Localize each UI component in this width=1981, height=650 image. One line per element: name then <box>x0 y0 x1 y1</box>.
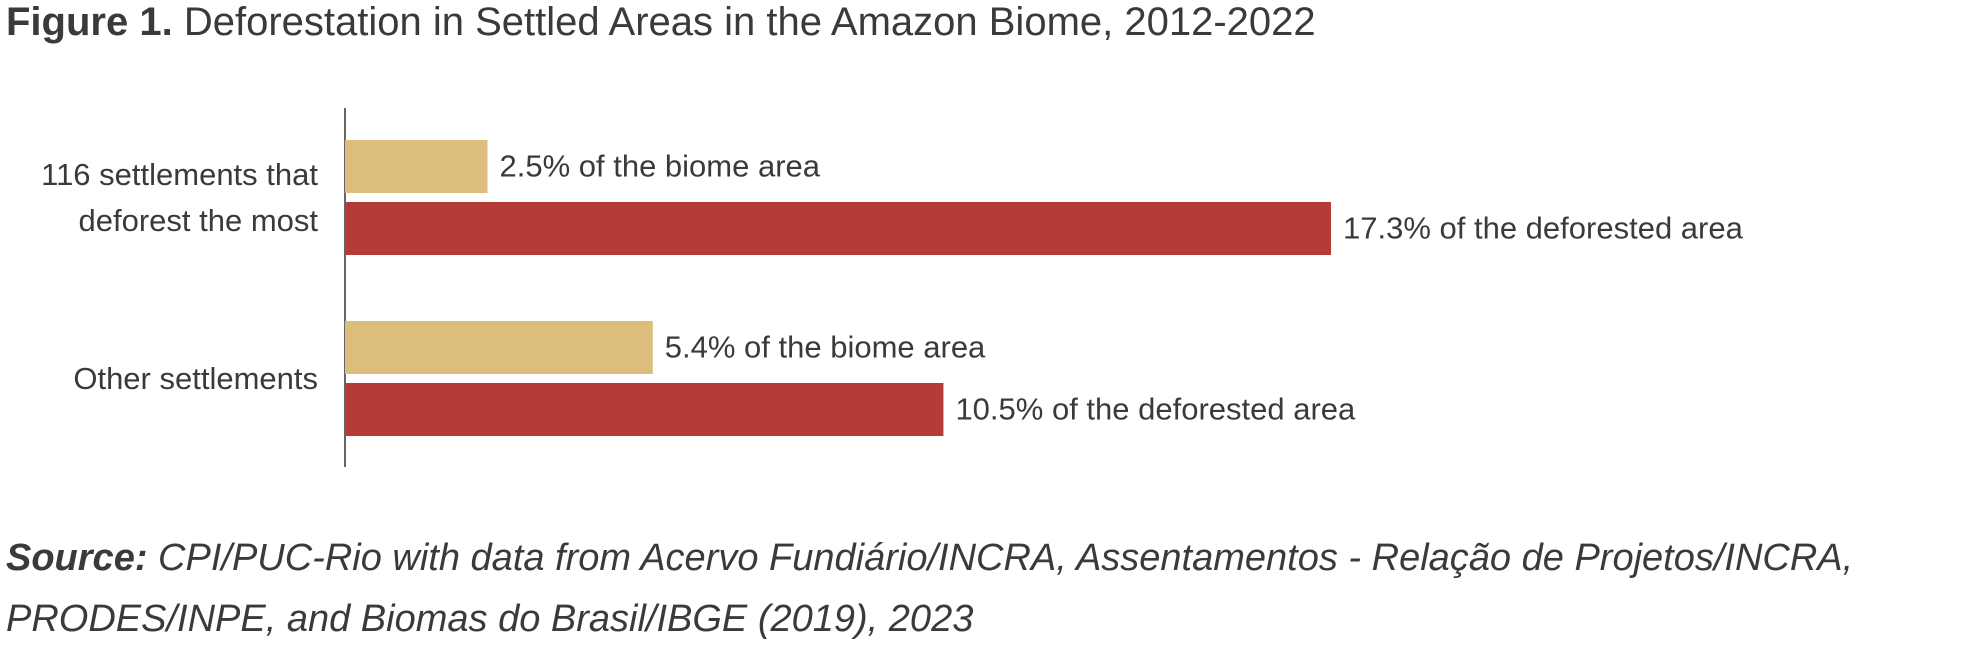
bar <box>345 140 488 193</box>
source-label: Source: <box>6 537 148 579</box>
category-label: Other settlements <box>73 360 318 396</box>
bar <box>345 321 653 374</box>
source-text: CPI/PUC-Rio with data from Acervo Fundiá… <box>6 537 1854 640</box>
bar <box>345 202 1331 255</box>
value-label: 10.5% of the deforested area <box>955 392 1356 427</box>
chart-title: Figure 1. Deforestation in Settled Areas… <box>6 0 1316 45</box>
value-label: 17.3% of the deforested area <box>1343 211 1744 246</box>
value-label: 5.4% of the biome area <box>665 330 986 365</box>
value-label: 2.5% of the biome area <box>499 149 820 184</box>
source: Source: CPI/PUC-Rio with data from Acerv… <box>6 528 1966 650</box>
bar <box>345 383 944 436</box>
figure-label: Figure 1. <box>6 0 173 44</box>
category-label: 116 settlements that deforest the most <box>41 156 318 238</box>
title-text: Deforestation in Settled Areas in the Am… <box>183 0 1316 44</box>
